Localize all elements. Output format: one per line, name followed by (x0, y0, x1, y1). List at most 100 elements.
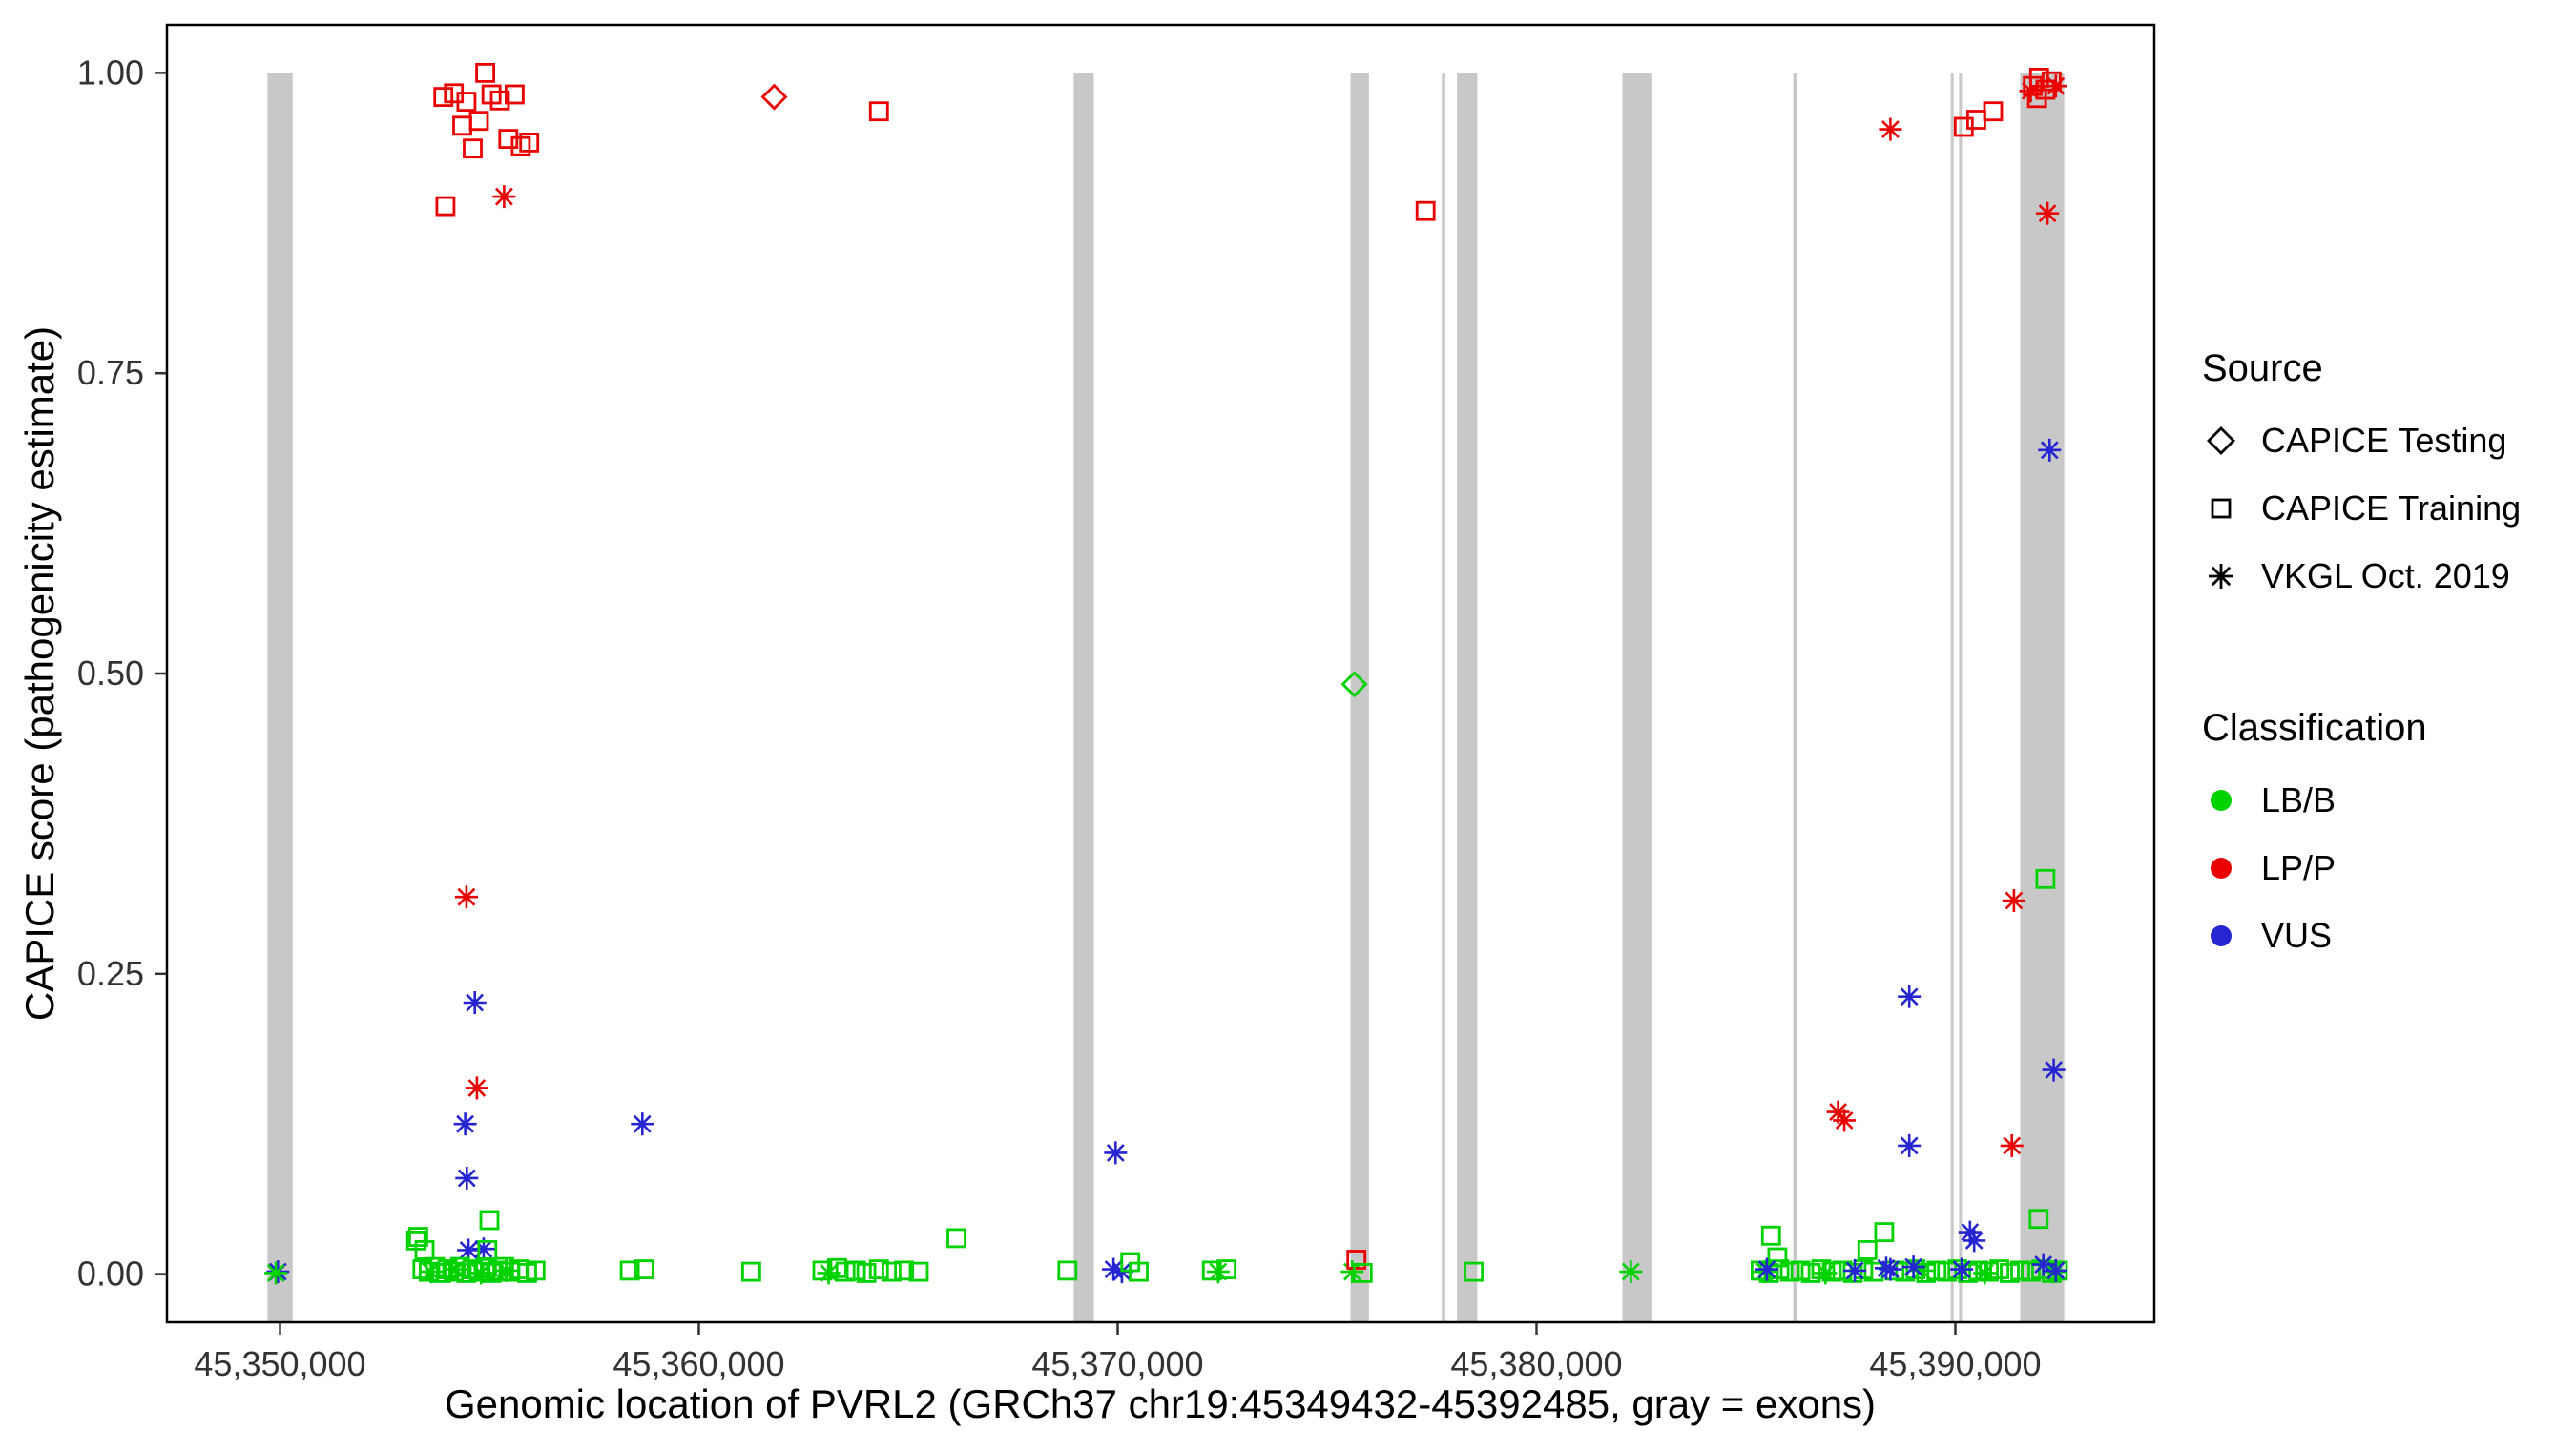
data-point-square (1129, 1261, 1149, 1282)
data-point-diamond (760, 83, 788, 111)
legend-item-lpp: LP/P (2202, 834, 2521, 902)
data-point-asterisk (454, 885, 478, 909)
exon-region (1073, 73, 1094, 1322)
data-point-square (1346, 1250, 1367, 1270)
data-point-square (2010, 1260, 2030, 1281)
exon-region (1950, 73, 1954, 1322)
data-point-square (2021, 1261, 2041, 1282)
data-point-square (1842, 1263, 1863, 1283)
data-point-asterisk (1843, 1258, 1867, 1282)
y-tick-label: 0.00 (77, 1255, 144, 1294)
data-point-asterisk (1104, 1141, 1128, 1165)
exon-region (1457, 73, 1478, 1322)
x-tick-label: 45,380,000 (1450, 1344, 1622, 1383)
data-point-square (1983, 101, 2004, 122)
data-point-square (494, 1256, 514, 1277)
data-point-diamond (1340, 671, 1368, 698)
y-tick-label: 0.75 (77, 353, 144, 392)
data-point-square (468, 111, 489, 132)
data-point-asterisk (1973, 1261, 1997, 1285)
data-point-square (498, 129, 519, 150)
legend-item-label: CAPICE Training (2261, 487, 2522, 528)
data-point-asterisk (2002, 889, 2025, 912)
data-point-square (1057, 1260, 1078, 1281)
red-dot-icon (2211, 857, 2232, 879)
data-point-square (1937, 1261, 1958, 1282)
legend-item-label: LB/B (2261, 779, 2337, 819)
exon-region (1622, 73, 1652, 1322)
legend-item-label: CAPICE Testing (2261, 420, 2507, 460)
data-point-asterisk (2036, 201, 2060, 225)
data-point-square (1464, 1261, 1484, 1282)
data-point-asterisk (444, 1257, 467, 1281)
data-point-square (894, 1260, 914, 1281)
data-point-square (1916, 1263, 1937, 1283)
data-point-square (519, 132, 540, 153)
exon-region (1959, 73, 1963, 1322)
data-point-asterisk (2044, 1258, 2067, 1282)
data-point-square (414, 1240, 435, 1260)
data-point-square (2028, 1209, 2049, 1230)
data-point-asterisk (1814, 1261, 1838, 1285)
data-point-square (2000, 1263, 2020, 1283)
data-point-asterisk (2038, 438, 2062, 462)
x-tick-label: 45,390,000 (1869, 1344, 2041, 1383)
data-point-square (908, 1261, 929, 1282)
data-point-square (1965, 110, 1986, 130)
data-point-asterisk (1901, 1255, 1925, 1279)
data-point-square (1779, 1261, 1800, 1282)
data-point-square (1352, 1263, 1373, 1283)
data-point-square (489, 90, 510, 111)
data-point-square (505, 84, 525, 105)
exon-region (2020, 73, 2065, 1322)
legend-item-label: VKGL Oct. 2019 (2261, 555, 2510, 595)
x-tick-label: 45,350,000 (194, 1344, 365, 1383)
data-point-square (868, 101, 889, 122)
data-point-asterisk (494, 1258, 518, 1282)
data-point-asterisk (1619, 1260, 1643, 1284)
legend-classification-title: Classification (2202, 707, 2427, 749)
exon-region (267, 73, 293, 1322)
data-point-square (1874, 1222, 1895, 1242)
data-point-square (741, 1261, 761, 1282)
asterisk-icon (2209, 563, 2233, 589)
legend-source-title: Source (2202, 347, 2323, 389)
y-axis-title: CAPICE score (pathogenicity estimate) (17, 325, 62, 1022)
data-point-square (868, 1259, 889, 1279)
legend-item-capice-training: CAPICE Training (2202, 474, 2521, 542)
data-point-square (525, 1260, 546, 1281)
data-point-square (1216, 1259, 1236, 1279)
legend-item-vkgl: VKGL Oct. 2019 (2202, 542, 2521, 610)
data-point-square (456, 92, 477, 112)
legend: Source CAPICE Testing CAPICE Training (2202, 345, 2521, 969)
data-point-asterisk (1879, 117, 1902, 141)
data-point-asterisk (2042, 1058, 2066, 1082)
legend-item-label: LP/P (2261, 847, 2337, 887)
data-point-square (433, 87, 454, 107)
data-point-asterisk (2044, 74, 2067, 98)
data-point-square (1790, 1260, 1811, 1281)
data-point-square (1989, 1259, 2010, 1279)
data-point-asterisk (492, 185, 516, 209)
data-point-square (882, 1261, 902, 1282)
square-icon (2211, 498, 2232, 518)
exon-region (1350, 73, 1369, 1322)
x-tick-label: 45,360,000 (613, 1344, 784, 1383)
panel-border (165, 23, 2156, 1324)
data-point-asterisk (469, 1261, 493, 1285)
data-point-asterisk (1898, 1133, 1922, 1157)
legend-item-lbb: LB/B (2202, 766, 2521, 834)
legend-item-vus: VUS (2202, 902, 2521, 969)
data-point-square (1760, 1225, 1781, 1246)
data-point-asterisk (465, 1076, 488, 1100)
data-point-square (449, 1256, 470, 1277)
data-point-square (1758, 1263, 1779, 1283)
data-point-asterisk (1898, 985, 1922, 1008)
data-point-square (856, 1263, 877, 1283)
data-point-asterisk (455, 1166, 479, 1190)
data-point-asterisk (1963, 1229, 1986, 1253)
data-point-asterisk (1833, 1109, 1857, 1132)
y-tick-label: 1.00 (77, 52, 144, 92)
data-point-square (463, 138, 483, 159)
